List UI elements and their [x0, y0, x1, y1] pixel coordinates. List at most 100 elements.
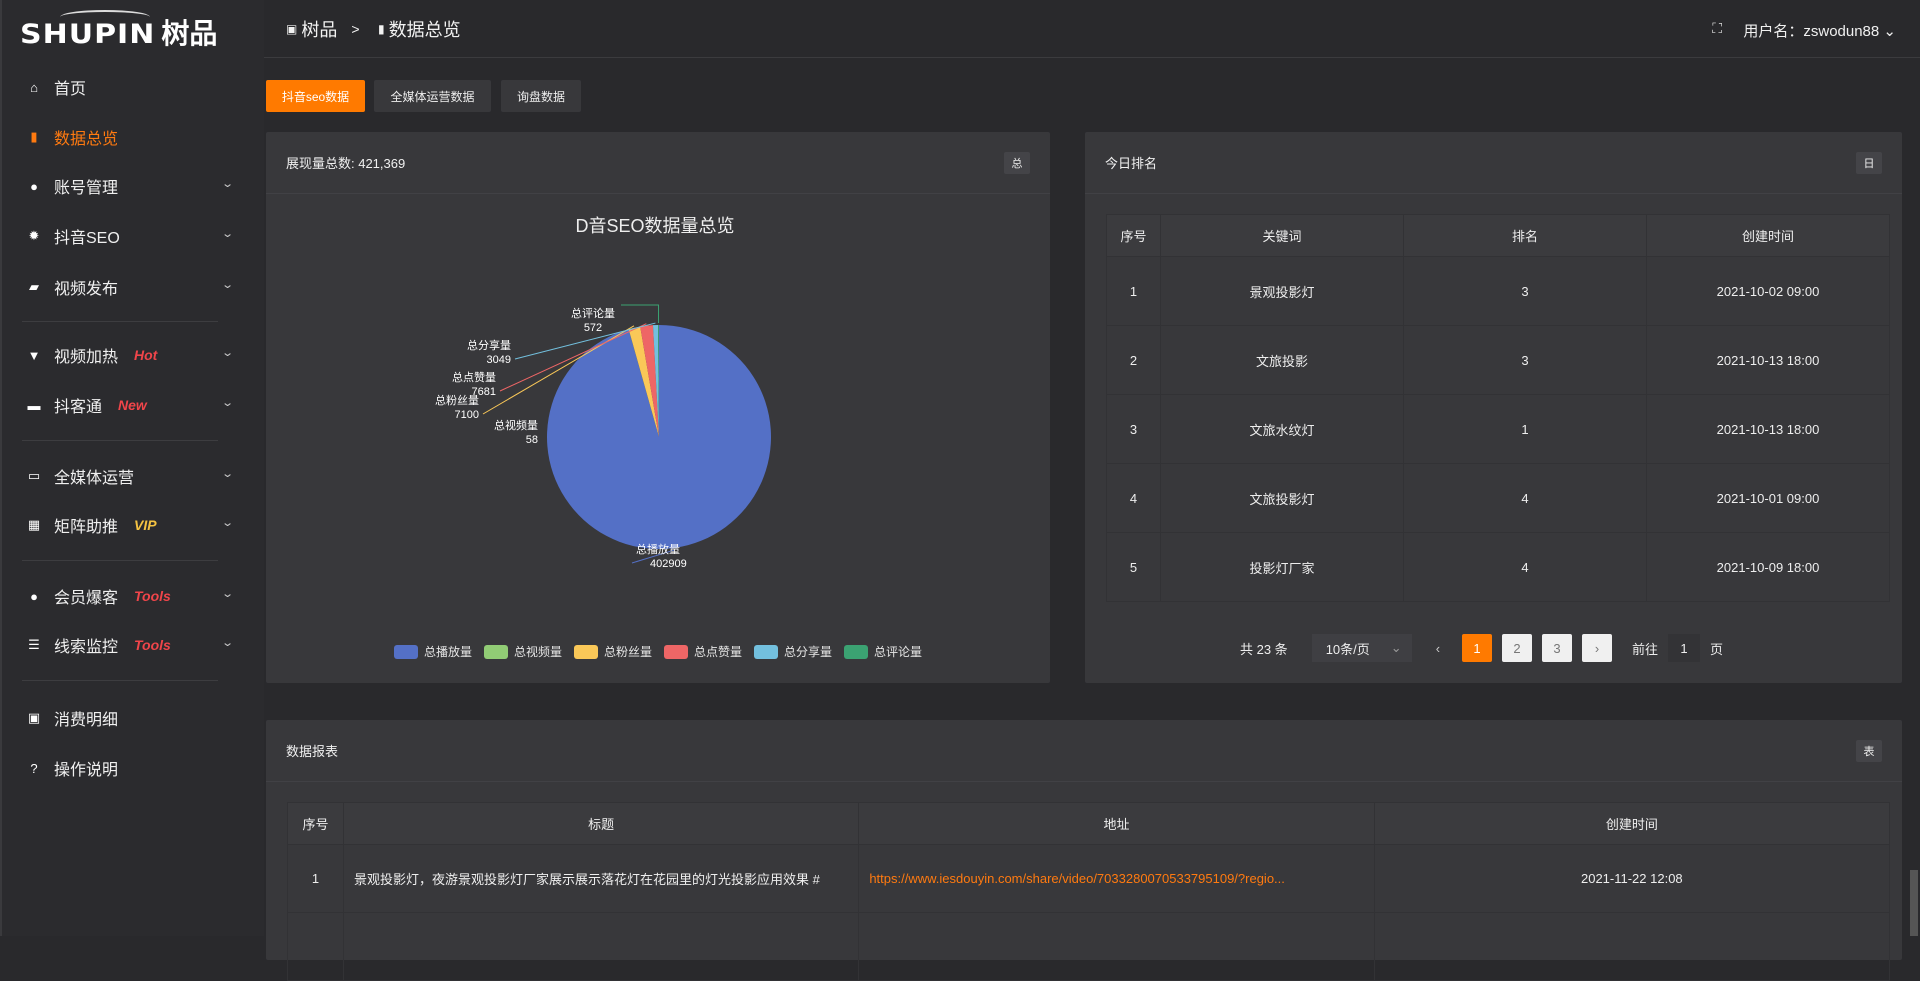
table-cell: 2021-10-13 18:00: [1646, 394, 1890, 464]
page-3-button[interactable]: 3: [1542, 634, 1573, 662]
logo-text: SHUPIN: [20, 18, 156, 51]
ranking-title: 今日排名: [1085, 132, 1902, 194]
tab-douyin-seo[interactable]: 抖音seo数据: [266, 80, 365, 112]
prev-page-button[interactable]: ‹: [1435, 640, 1441, 656]
table-cell: 2021-10-13 18:00: [1646, 325, 1890, 395]
pie-slice[interactable]: [652, 325, 659, 437]
chevron-down-icon: ⌄: [220, 588, 234, 600]
pie-label-value: 402909: [650, 558, 687, 570]
sidebar-item-2[interactable]: ● 账号管理 ⌄: [26, 171, 234, 201]
report-card: 数据报表 表 序号 标题 地址 创建时间 1 景观投影灯，夜游景观投影灯厂家展示展示落花灯…: [266, 720, 1902, 981]
sidebar-item-8[interactable]: ▦ 矩阵助推 VIP ⌄: [26, 510, 234, 540]
sidebar-item-10[interactable]: ☰ 线索监控 Tools ⌄: [26, 630, 234, 660]
page-size-value: 10条/页: [1325, 641, 1370, 657]
sidebar-item-9[interactable]: ● 会员爆客 Tools ⌄: [26, 581, 234, 611]
table-badge-button[interactable]: 表: [1856, 740, 1882, 762]
sidebar-item-label: 抖音SEO: [54, 230, 120, 247]
pie-label-name: 总视频量: [494, 418, 538, 432]
legend-item[interactable]: 总点赞量: [664, 643, 742, 660]
sidebar-item-label: 消费明细: [54, 712, 119, 729]
sidebar-item-label: 账号管理: [54, 180, 119, 197]
legend-item[interactable]: 总粉丝量: [573, 643, 652, 660]
home-icon: ⌂: [30, 79, 38, 95]
username: 用户名：zswodun88: [1743, 23, 1880, 40]
pie-slice[interactable]: [640, 325, 659, 437]
user-icon: ●: [30, 178, 38, 194]
page-2-button[interactable]: 2: [1502, 634, 1533, 662]
sidebar-item-6[interactable]: ▬ 抖客通 New ⌄: [26, 390, 234, 420]
divider: [22, 440, 218, 441]
legend-item[interactable]: 总分享量: [754, 643, 832, 660]
sidebar-item-11[interactable]: ▣ 消费明细: [26, 703, 226, 733]
table-cell: 1: [1403, 394, 1647, 464]
chevron-down-icon: ⌄: [1883, 23, 1896, 40]
sidebar-item-12[interactable]: ? 操作说明: [26, 753, 226, 783]
table-row: 3 文旅水纹灯 1 2021-10-13 18:00: [1106, 394, 1890, 464]
sidebar: SHUPIN 树品 ⌂ 首页 ▮ 数据总览 ● 账号管理 ⌄ ✹ 抖音SEO ⌄ ▰ 视频发布 ⌄ ▼ 视频加…: [0, 0, 264, 936]
chevron-down-icon: ⌄: [220, 228, 234, 240]
chevron-down-icon: ⌄: [1390, 640, 1402, 655]
wallet-icon: ▣: [27, 710, 41, 725]
column-header: 创建时间: [1646, 214, 1890, 257]
sidebar-item-1[interactable]: ▮ 数据总览: [26, 122, 226, 152]
scrollbar[interactable]: [1910, 870, 1918, 936]
table-row: [1106, 601, 1890, 602]
pie-label-name: 总评论量: [571, 306, 615, 320]
bar-chart-icon: ▮: [378, 22, 385, 36]
user-menu[interactable]: 用户名：zswodun88 ⌄: [1743, 20, 1896, 41]
table-cell: 2021-10-01 09:00: [1646, 463, 1890, 533]
fullscreen-icon[interactable]: ⛶: [1712, 20, 1722, 36]
table-cell: 3: [1403, 256, 1647, 326]
tab-all-media[interactable]: 全媒体运营数据: [374, 80, 491, 112]
sidebar-item-label: 首页: [54, 81, 87, 98]
divider: [22, 560, 218, 561]
sidebar-item-label: 全媒体运营: [54, 470, 135, 487]
legend-item[interactable]: 总播放量: [393, 643, 472, 660]
legend-swatch: [483, 644, 508, 659]
pie-label-value: 58: [526, 434, 538, 446]
legend-item[interactable]: 总视频量: [483, 643, 562, 660]
tab-inquiry[interactable]: 询盘数据: [501, 80, 581, 112]
column-header: 标题: [342, 802, 860, 845]
legend-swatch: [393, 644, 418, 659]
table-cell: 5: [1106, 532, 1161, 602]
sidebar-item-0[interactable]: ⌂ 首页: [26, 72, 226, 102]
grid-icon: ▦: [27, 517, 41, 532]
logo: SHUPIN 树品: [20, 10, 218, 52]
flame-icon: ▼: [27, 347, 41, 363]
legend-label: 总点赞量: [694, 645, 743, 659]
table-cell: 景观投影灯，夜游景观投影灯厂家展示展示落花灯在花园里的灯光投影应用效果 #: [342, 844, 860, 913]
sidebar-item-5[interactable]: ▼ 视频加热 Hot ⌄: [26, 340, 234, 370]
table-cell: 投影灯厂家: [1160, 532, 1404, 602]
column-header: 关键词: [1160, 214, 1404, 257]
pie-slice[interactable]: [628, 329, 659, 437]
legend-label: 总分享量: [784, 645, 833, 659]
sidebar-item-4[interactable]: ▰ 视频发布 ⌄: [26, 272, 234, 302]
sidebar-item-7[interactable]: ▭ 全媒体运营 ⌄: [26, 461, 234, 491]
logo-cn: 树品: [161, 18, 218, 49]
chevron-down-icon: ⌄: [220, 279, 234, 291]
table-cell: 2021-10-02 09:00: [1646, 256, 1890, 326]
day-badge-button[interactable]: 日: [1856, 152, 1882, 174]
pie-label-name: 总播放量: [636, 542, 680, 556]
report-title: 数据报表: [266, 720, 1902, 782]
total-badge-button[interactable]: 总: [1004, 152, 1030, 174]
table-cell: 1: [1106, 256, 1161, 326]
legend-swatch: [573, 644, 598, 659]
goto-page-input[interactable]: 1: [1668, 634, 1701, 662]
pie-slice[interactable]: [628, 326, 659, 437]
pagination: 共 23 条 10条/页 ⌄ ‹ 1 2 3 › 前往 1 页: [1240, 634, 1723, 662]
table-cell: 2021-10-09 18:00: [1646, 532, 1890, 602]
chart-legend: 总播放量 总视频量 总粉丝量 总点赞量 总分享量 总评论量: [266, 643, 1050, 660]
report-table: 序号 标题 地址 创建时间 1 景观投影灯，夜游景观投影灯厂家展示展示落花灯在花园里的灯光…: [287, 802, 1891, 981]
legend-item[interactable]: 总评论量: [844, 643, 922, 660]
page-1-button[interactable]: 1: [1462, 634, 1493, 662]
breadcrumb-home[interactable]: ▣ 树品 >: [286, 16, 360, 42]
sidebar-item-3[interactable]: ✹ 抖音SEO ⌄: [26, 221, 234, 251]
gear-icon: ✹: [28, 228, 40, 243]
table-cell[interactable]: https://www.iesdouyin.com/share/video/70…: [858, 844, 1375, 913]
next-page-button[interactable]: ›: [1582, 634, 1613, 662]
page-size-select[interactable]: 10条/页 ⌄: [1311, 634, 1412, 662]
header: ▣ 树品 > ▮ 数据总览 ⛶ 用户名：zswodun88 ⌄: [264, 0, 1920, 58]
pie-slice[interactable]: [547, 325, 771, 549]
